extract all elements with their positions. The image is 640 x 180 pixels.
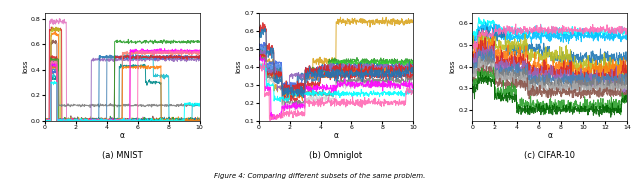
X-axis label: α: α <box>120 131 125 140</box>
Title: (c) CIFAR-10: (c) CIFAR-10 <box>524 151 575 160</box>
Y-axis label: loss: loss <box>449 60 456 73</box>
Y-axis label: loss: loss <box>236 60 242 73</box>
Y-axis label: loss: loss <box>22 60 28 73</box>
Text: Figure 4: Comparing different subsets of the same problem.: Figure 4: Comparing different subsets of… <box>214 173 426 179</box>
Title: (b) Omniglot: (b) Omniglot <box>309 151 363 160</box>
X-axis label: α: α <box>547 131 552 140</box>
X-axis label: α: α <box>333 131 339 140</box>
Title: (a) MNIST: (a) MNIST <box>102 151 143 160</box>
